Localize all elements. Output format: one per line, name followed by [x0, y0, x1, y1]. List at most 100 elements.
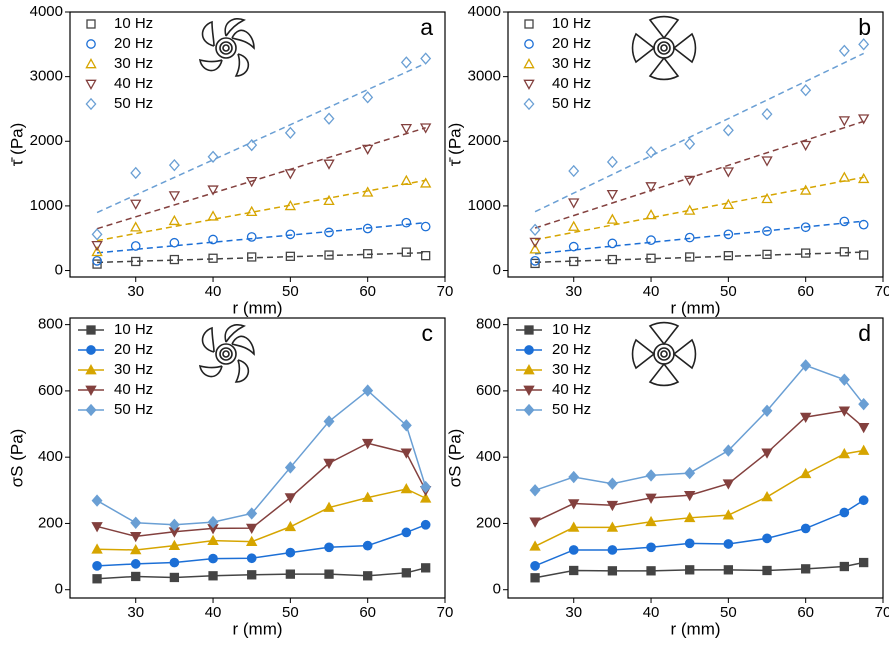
legend-marker	[523, 403, 535, 417]
data-point	[858, 397, 870, 411]
data-point	[207, 185, 219, 196]
data-point	[169, 254, 180, 265]
data-point	[761, 156, 773, 167]
series-line	[534, 364, 865, 492]
data-point	[645, 182, 657, 193]
legend-marker	[524, 19, 534, 29]
legend-label: 50 Hz	[114, 401, 153, 418]
data-point	[401, 217, 412, 228]
data-point	[723, 251, 734, 261]
data-point	[722, 509, 735, 520]
data-point	[530, 561, 540, 571]
x-tick-label: 30	[565, 283, 582, 300]
x-tick-label: 70	[875, 604, 889, 621]
data-point	[606, 213, 619, 224]
data-point	[401, 247, 411, 257]
x-tick-label: 50	[720, 283, 737, 300]
data-point	[323, 159, 335, 170]
data-point	[645, 515, 657, 527]
fit-line	[534, 52, 864, 213]
y-tick-label: 4000	[468, 3, 501, 20]
legend-marker	[523, 58, 535, 69]
data-point	[762, 533, 772, 544]
data-point	[419, 492, 432, 503]
data-point	[169, 557, 180, 568]
data-point	[361, 144, 374, 155]
data-point	[645, 493, 657, 504]
data-point	[284, 520, 297, 532]
x-tick-label: 70	[437, 604, 454, 621]
legend-marker	[523, 364, 535, 375]
data-point	[130, 199, 142, 210]
data-point	[857, 423, 870, 434]
x-tick-label: 40	[643, 283, 660, 300]
data-point	[529, 540, 541, 551]
data-point	[91, 240, 103, 252]
data-point	[683, 490, 696, 502]
data-point	[324, 569, 334, 579]
data-point	[400, 124, 413, 135]
data-point	[857, 172, 870, 184]
legend-label: 20 Hz	[114, 35, 153, 52]
data-point	[246, 507, 258, 520]
data-point	[722, 124, 734, 137]
data-point	[246, 138, 258, 152]
data-point	[245, 535, 258, 546]
data-point	[858, 495, 869, 506]
data-point	[92, 561, 102, 571]
y-tick-label: 1000	[468, 197, 501, 214]
data-point	[857, 114, 870, 125]
data-point	[168, 518, 180, 531]
data-point	[130, 166, 142, 180]
data-point	[285, 547, 296, 558]
data-point	[859, 250, 869, 260]
series-line	[534, 449, 864, 547]
data-point	[324, 542, 334, 553]
data-point	[722, 444, 734, 457]
y-tick-label: 600	[38, 382, 63, 399]
legend-marker	[523, 97, 535, 111]
x-axis-label: r (mm)	[670, 298, 720, 317]
legend-label: 40 Hz	[552, 381, 591, 398]
data-point	[169, 572, 180, 583]
data-point	[91, 494, 103, 507]
data-point	[761, 404, 773, 417]
data-point	[568, 164, 580, 178]
data-point	[857, 444, 870, 455]
y-tick-label: 4000	[30, 3, 63, 20]
data-point	[762, 226, 772, 236]
data-point	[723, 229, 734, 240]
data-point	[420, 221, 431, 232]
data-point	[284, 493, 297, 504]
y-tick-label: 800	[38, 316, 63, 333]
data-point	[800, 84, 812, 97]
fit-line	[97, 251, 426, 264]
legend-label: 50 Hz	[552, 95, 591, 112]
legend-label: 30 Hz	[114, 361, 153, 378]
data-point	[324, 250, 334, 260]
x-tick-label: 70	[875, 283, 889, 300]
data-point	[646, 235, 656, 246]
data-point	[361, 186, 374, 197]
x-axis-label: r (mm)	[232, 619, 282, 638]
y-tick-label: 400	[476, 448, 501, 465]
data-point	[419, 123, 432, 134]
y-tick-label: 2000	[30, 132, 63, 149]
legend-label: 20 Hz	[552, 35, 591, 52]
x-tick-label: 60	[359, 604, 376, 621]
legend-label: 10 Hz	[114, 321, 153, 338]
impeller-icon	[199, 324, 255, 383]
data-point	[361, 491, 374, 502]
data-point	[92, 255, 102, 266]
legend-label: 40 Hz	[114, 381, 153, 398]
data-point	[245, 205, 258, 217]
data-point	[568, 220, 580, 231]
data-point	[839, 507, 850, 518]
legend-label: 30 Hz	[552, 361, 591, 378]
legend-label: 30 Hz	[114, 55, 153, 72]
data-point	[91, 245, 103, 257]
data-point	[839, 561, 849, 572]
data-point	[529, 237, 541, 249]
y-tick-label: 2000	[468, 132, 501, 149]
